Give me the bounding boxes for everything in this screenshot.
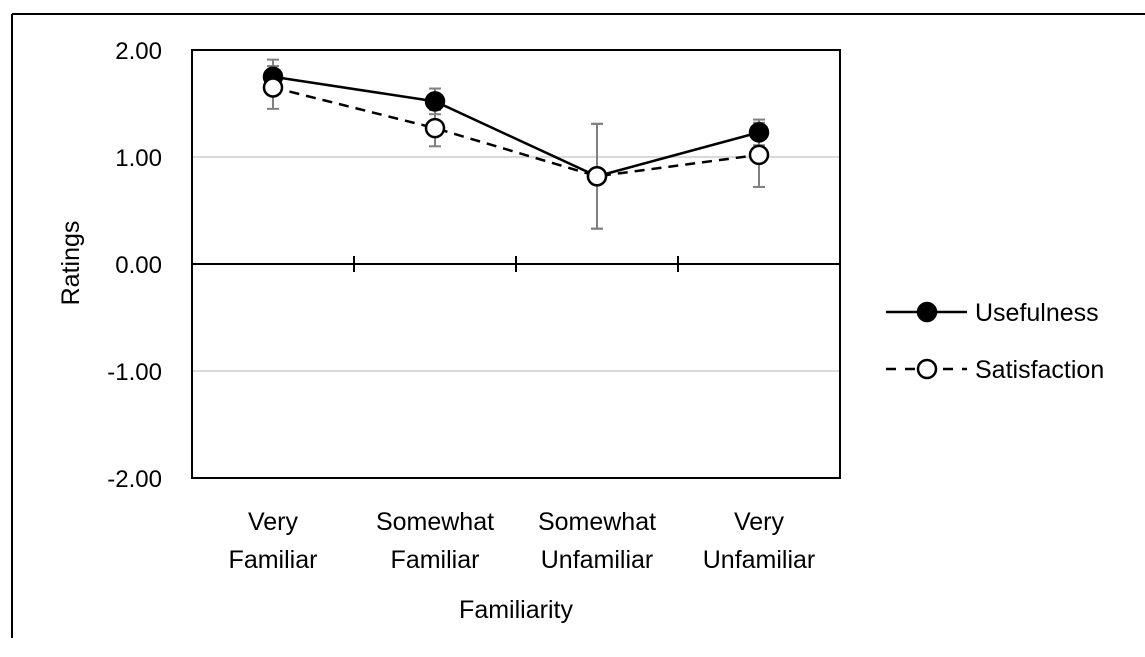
- series-line-usefulness: [272, 75, 760, 178]
- plot-area: [191, 49, 841, 479]
- y-tick-label: 0.00: [115, 252, 162, 279]
- x-tick-label: Unfamiliar: [703, 546, 816, 574]
- y-tick-label: -1.00: [107, 359, 162, 386]
- y-tick-labels: 2.00 1.00 0.00 -1.00 -2.00: [107, 38, 162, 493]
- legend-item-usefulness: Usefulness: [886, 299, 1099, 327]
- legend-label: Usefulness: [975, 299, 1099, 327]
- data-point-usefulness: [424, 91, 446, 112]
- x-tick-label: Somewhat: [376, 508, 494, 536]
- legend: Usefulness Satisfaction: [886, 299, 1104, 384]
- x-tick-label: Familiar: [391, 546, 480, 574]
- legend-marker: [916, 301, 938, 323]
- legend-label: Satisfaction: [975, 356, 1104, 384]
- y-tick-label: 2.00: [115, 38, 162, 65]
- x-tick-label: Familiar: [229, 546, 318, 574]
- y-tick-label: -2.00: [107, 466, 162, 493]
- data-point-satisfaction: [424, 117, 446, 139]
- legend-item-satisfaction: Satisfaction: [886, 356, 1104, 384]
- data-point-satisfaction: [586, 166, 608, 187]
- x-tick-label: Very: [734, 508, 785, 536]
- legend-marker: [916, 358, 938, 380]
- x-category-labels: Very Familiar Somewhat Familiar Somewhat Unfa…: [229, 508, 816, 574]
- x-tick-label: Somewhat: [538, 508, 656, 536]
- series-line-satisfaction: [272, 86, 760, 178]
- x-axis-title: Familiarity: [459, 596, 573, 624]
- data-point-usefulness: [748, 122, 770, 143]
- data-point-satisfaction: [262, 77, 284, 98]
- x-tick-label: Very: [248, 508, 299, 536]
- y-axis-title: Ratings: [57, 221, 85, 306]
- y-tick-label: 1.00: [115, 145, 162, 172]
- x-tick-label: Unfamiliar: [541, 546, 654, 574]
- data-point-satisfaction: [748, 144, 770, 166]
